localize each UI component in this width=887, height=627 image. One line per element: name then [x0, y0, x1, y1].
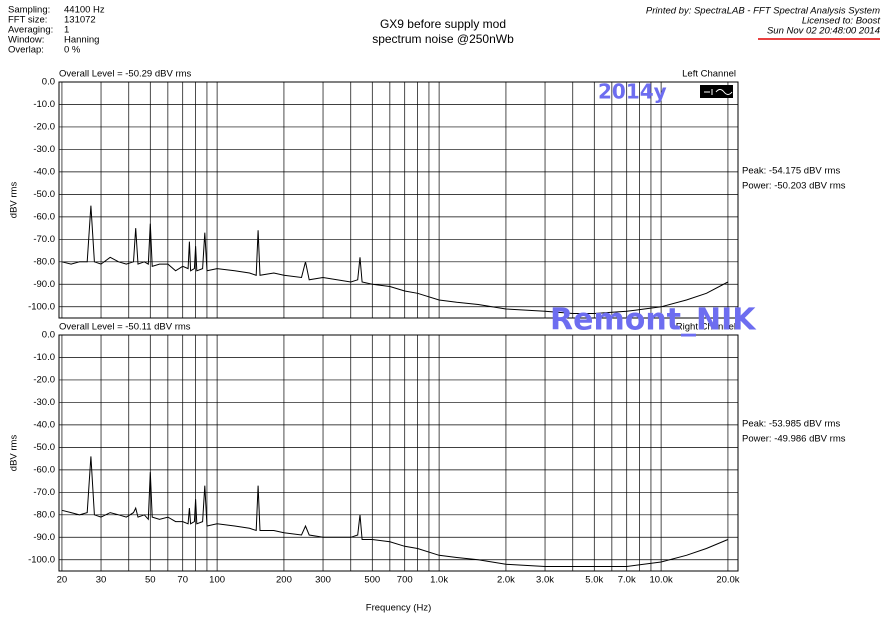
chart-subtitle: spectrum noise @250nWb — [372, 32, 514, 46]
info-value: Hanning — [64, 35, 99, 46]
x-tick-label: 3.0k — [536, 575, 554, 586]
y-tick-label: -70.0 — [33, 234, 55, 245]
y-tick-label: -20.0 — [33, 121, 55, 132]
y-tick-label: -50.0 — [33, 442, 55, 453]
channel-label: Right Channel — [676, 322, 736, 333]
info-key: FFT size: — [8, 15, 47, 26]
x-tick-label: 100 — [209, 575, 225, 586]
x-tick-label: 30 — [96, 575, 107, 586]
overall-level: Overall Level = -50.29 dBV rms — [59, 69, 192, 80]
x-tick-label: 20.0k — [716, 575, 739, 586]
x-tick-label: 200 — [276, 575, 292, 586]
x-axis-label: Frequency (Hz) — [366, 603, 431, 614]
y-tick-label: -30.0 — [33, 144, 55, 155]
info-key: Averaging: — [8, 25, 53, 36]
y-tick-label: -30.0 — [33, 397, 55, 408]
y-tick-label: -70.0 — [33, 487, 55, 498]
peak-label: Peak: -54.175 dBV rms — [742, 166, 840, 177]
y-tick-label: -60.0 — [33, 464, 55, 475]
info-key: Overlap: — [8, 45, 44, 56]
plot-area — [58, 334, 739, 572]
y-tick-label: 0.0 — [42, 77, 55, 88]
spectrum-line — [61, 456, 729, 567]
x-tick-label: 5.0k — [585, 575, 603, 586]
peak-label: Peak: -53.985 dBV rms — [742, 419, 840, 430]
x-tick-label: 70 — [177, 575, 188, 586]
licensed-to: Licensed to: Boost — [802, 16, 881, 27]
y-tick-label: -10.0 — [33, 99, 55, 110]
overall-level: Overall Level = -50.11 dBV rms — [59, 322, 191, 333]
y-tick-label: -100.0 — [28, 301, 55, 312]
plots: 0.0 -10.0 -20.0 -30.0 -40.0 -50.0 -60.0 -70.0 -8… — [9, 69, 846, 614]
info-key: Window: — [8, 35, 44, 46]
printed-by: Printed by: SpectraLAB - FFT Spectral An… — [646, 6, 880, 17]
x-tick-label: 300 — [315, 575, 331, 586]
y-tick-label: -20.0 — [33, 374, 55, 385]
y-axis-label: dBV rms — [9, 435, 20, 472]
x-tick-label: 10.0k — [649, 575, 672, 586]
power-label: Power: -50.203 dBV rms — [742, 181, 846, 192]
y-tick-label: -80.0 — [33, 256, 55, 267]
y-tick-label: -90.0 — [33, 279, 55, 290]
y-tick-label: -80.0 — [33, 509, 55, 520]
x-tick-label: 500 — [364, 575, 380, 586]
chart-title: GX9 before supply mod — [380, 17, 506, 31]
x-tick-label: 7.0k — [618, 575, 636, 586]
info-value: 1 — [64, 25, 69, 36]
y-axis-label: dBV rms — [9, 182, 20, 219]
y-tick-label: -40.0 — [33, 166, 55, 177]
spectrum-line — [61, 205, 729, 314]
info-value: 131072 — [64, 15, 96, 26]
print-date: Sun Nov 02 20:48:00 2014 — [767, 26, 880, 37]
x-tick-label: 2.0k — [497, 575, 515, 586]
y-tick-label: -10.0 — [33, 352, 55, 363]
info-key: Sampling: — [8, 5, 50, 16]
channel-label: Left Channel — [682, 69, 736, 80]
y-tick-label: -50.0 — [33, 189, 55, 200]
icon — [700, 85, 733, 98]
y-tick-label: -90.0 — [33, 532, 55, 543]
watermark: 2014y — [598, 80, 667, 104]
watermark: Remont_NIK — [550, 303, 757, 338]
y-tick-label: -40.0 — [33, 419, 55, 430]
y-tick-label: 0.0 — [42, 330, 55, 341]
info-value: 0 % — [64, 45, 81, 56]
y-tick-label: -100.0 — [28, 554, 55, 565]
x-tick-label: 50 — [145, 575, 156, 586]
info-value: 44100 Hz — [64, 5, 105, 16]
x-tick-label: 1.0k — [430, 575, 448, 586]
y-tick-label: -60.0 — [33, 211, 55, 222]
power-label: Power: -49.986 dBV rms — [742, 434, 846, 445]
x-tick-label: 700 — [397, 575, 413, 586]
plot-area — [58, 81, 739, 319]
x-tick-label: 20 — [57, 575, 68, 586]
